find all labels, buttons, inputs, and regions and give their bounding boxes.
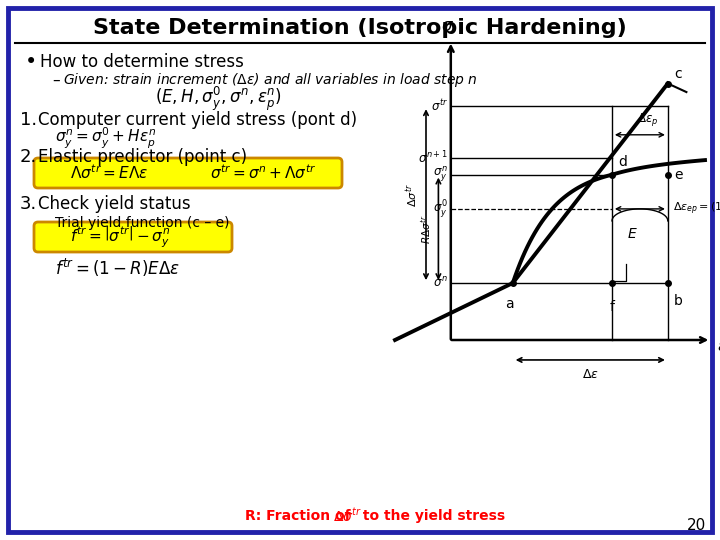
Text: 20: 20 xyxy=(687,517,706,532)
Text: Elastic predictor (point c): Elastic predictor (point c) xyxy=(38,148,247,166)
Text: E: E xyxy=(628,227,636,241)
Text: 1.: 1. xyxy=(20,111,37,129)
Text: $\Delta\varepsilon$: $\Delta\varepsilon$ xyxy=(582,368,599,381)
Text: $f^{tr} = \left|\sigma^{tr}\right| - \sigma_y^n$: $f^{tr} = \left|\sigma^{tr}\right| - \si… xyxy=(70,224,170,249)
Text: Computer current yield stress (pont d): Computer current yield stress (pont d) xyxy=(38,111,357,129)
Text: $R\Delta\sigma^{tr}$: $R\Delta\sigma^{tr}$ xyxy=(420,214,433,244)
Text: $\varepsilon$: $\varepsilon$ xyxy=(717,337,720,355)
Text: Given: strain increment ($\Delta\varepsilon$) and all variables in load step n: Given: strain increment ($\Delta\varepsi… xyxy=(63,71,478,89)
Text: $\sigma^n$: $\sigma^n$ xyxy=(433,276,448,290)
Text: How to determine stress: How to determine stress xyxy=(40,53,244,71)
Text: c: c xyxy=(674,66,682,80)
Text: •: • xyxy=(25,52,37,72)
FancyBboxPatch shape xyxy=(34,158,342,188)
Text: a: a xyxy=(505,297,514,311)
Text: Trial yield function (c – e): Trial yield function (c – e) xyxy=(55,216,230,230)
Text: to the yield stress: to the yield stress xyxy=(358,509,505,523)
Text: $\sigma_y^0$: $\sigma_y^0$ xyxy=(433,198,448,220)
FancyBboxPatch shape xyxy=(34,222,232,252)
Text: d: d xyxy=(618,155,627,169)
Text: $\sigma$: $\sigma$ xyxy=(441,17,454,35)
Text: $(E,H,\sigma_y^0,\sigma^n,\varepsilon_p^n)$: $(E,H,\sigma_y^0,\sigma^n,\varepsilon_p^… xyxy=(155,85,282,113)
Text: $\Lambda\sigma^{tr} = E\Lambda\varepsilon$: $\Lambda\sigma^{tr} = E\Lambda\varepsilo… xyxy=(70,164,148,183)
Text: e: e xyxy=(674,168,683,181)
Text: $\sigma_y^n = \sigma_y^0 + H\varepsilon_p^n$: $\sigma_y^n = \sigma_y^0 + H\varepsilon_… xyxy=(55,125,156,151)
Text: $\Delta\varepsilon_p$: $\Delta\varepsilon_p$ xyxy=(637,111,659,128)
Text: $f^{tr} = (1-R)E\Delta\varepsilon$: $f^{tr} = (1-R)E\Delta\varepsilon$ xyxy=(55,257,180,279)
Text: $\sigma_y^n$: $\sigma_y^n$ xyxy=(433,165,448,184)
Text: Check yield status: Check yield status xyxy=(38,195,191,213)
Text: $\Delta\sigma^{tr}$: $\Delta\sigma^{tr}$ xyxy=(405,183,420,206)
Text: $\sigma^{tr}$: $\sigma^{tr}$ xyxy=(431,98,448,114)
Text: f: f xyxy=(610,300,614,314)
Text: $\sigma^{tr} = \sigma^n + \Lambda\sigma^{tr}$: $\sigma^{tr} = \sigma^n + \Lambda\sigma^… xyxy=(210,164,316,183)
Text: State Determination (Isotropic Hardening): State Determination (Isotropic Hardening… xyxy=(93,18,627,38)
Text: 2.: 2. xyxy=(20,148,37,166)
Text: $\sigma^{n+1}$: $\sigma^{n+1}$ xyxy=(418,149,448,166)
Text: R: Fraction of: R: Fraction of xyxy=(245,509,356,523)
Text: $\Delta\sigma^{tr}$: $\Delta\sigma^{tr}$ xyxy=(333,507,362,525)
Text: b: b xyxy=(674,294,683,308)
Text: 3.: 3. xyxy=(20,195,37,213)
Text: –: – xyxy=(52,72,60,87)
Text: $\Delta\varepsilon_{ep} = (1-R)\Delta\varepsilon$: $\Delta\varepsilon_{ep} = (1-R)\Delta\va… xyxy=(672,201,720,217)
